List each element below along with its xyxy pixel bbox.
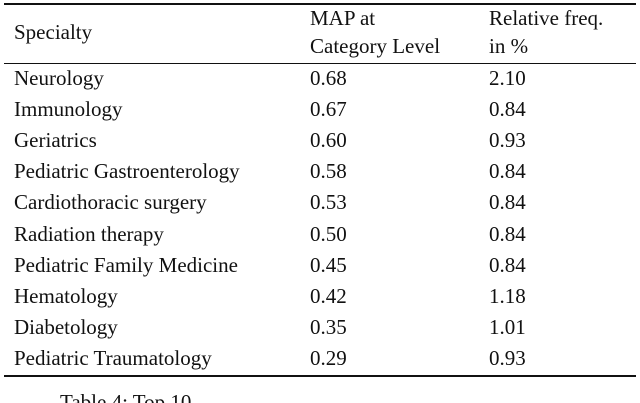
table-cell: 0.84 <box>489 159 526 184</box>
table-cell: 0.93 <box>489 128 526 153</box>
table-cell: 1.01 <box>489 314 526 339</box>
table-cell: Geriatrics <box>14 128 97 153</box>
table-cell: 0.42 <box>310 283 347 308</box>
table-cell: 0.29 <box>310 345 347 370</box>
table-cell: Pediatric Traumatology <box>14 345 212 370</box>
table-cell: 2.10 <box>489 66 526 90</box>
table-cell: Pediatric Family Medicine <box>14 252 238 277</box>
table-cell: 0.45 <box>310 252 347 277</box>
table-cell: Hematology <box>14 283 118 308</box>
table-cell: 0.84 <box>489 190 526 215</box>
table-cell: Diabetology <box>14 314 118 339</box>
bottom-rule <box>4 375 636 377</box>
top-rule <box>4 3 636 5</box>
caption: Table 4: Top 10 <box>60 390 192 403</box>
header-cell: in % <box>489 34 529 58</box>
table-cell: 0.84 <box>489 252 526 277</box>
header-cell: Category Level <box>310 34 441 58</box>
table-cell: 0.35 <box>310 314 347 339</box>
table-cell: 0.67 <box>310 97 347 122</box>
table-cell: Cardiothoracic surgery <box>14 190 207 215</box>
table-cell: Pediatric Gastroenterology <box>14 159 240 184</box>
table-cell: 0.53 <box>310 190 347 215</box>
header-rule <box>4 63 636 64</box>
table-cell: Radiation therapy <box>14 221 164 246</box>
table-cell: 1.18 <box>489 283 526 308</box>
header-cell: Specialty <box>14 20 93 44</box>
table-cell: 0.84 <box>489 221 526 246</box>
table-cell: Neurology <box>14 66 104 90</box>
table-cell: 0.60 <box>310 128 347 153</box>
table-cell: 0.50 <box>310 221 347 246</box>
table-cell: 0.58 <box>310 159 347 184</box>
header-cell: Relative freq. <box>489 6 604 30</box>
table-cell: 0.84 <box>489 97 526 122</box>
header-cell: MAP at <box>310 6 376 30</box>
table-cell: 0.93 <box>489 345 526 370</box>
table-cell: Immunology <box>14 97 123 122</box>
table-cell: 0.68 <box>310 66 347 90</box>
